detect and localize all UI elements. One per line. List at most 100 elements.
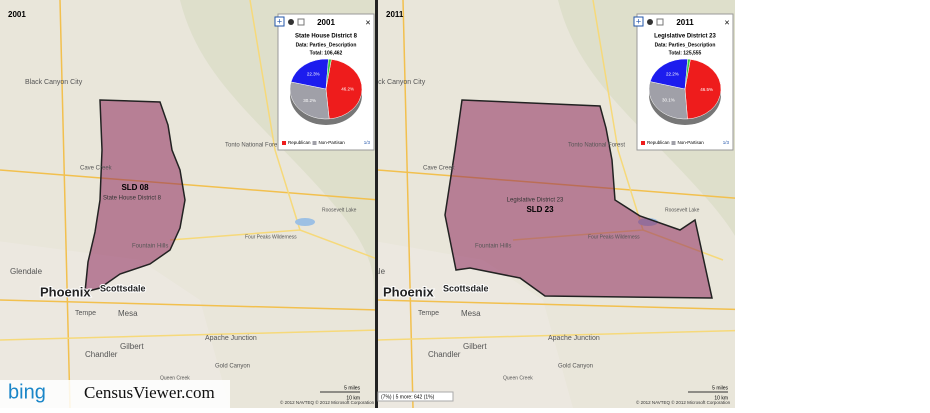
popup-heading: Legislative District 23 [654, 34, 716, 40]
pie-slice [290, 58, 329, 90]
legend-label: Non-Partisan [319, 140, 346, 145]
road [0, 299, 375, 311]
place-label: Gilbert [120, 342, 144, 351]
urban-area [378, 241, 573, 408]
bing-logo: bing [8, 381, 46, 403]
popup-total: Total: 125,555 [669, 50, 702, 56]
pie-slice [289, 81, 330, 120]
place-label: Gold Canyon [558, 364, 593, 370]
road [378, 299, 735, 311]
copyright: © 2012 NAVTEQ © 2012 Microsoft Corporati… [636, 399, 731, 405]
road [592, 0, 644, 231]
place-label: Gold Canyon [215, 364, 250, 370]
place-label: Glendale [10, 267, 43, 276]
clock-icon [647, 19, 653, 25]
road [0, 169, 375, 201]
popup-title: 2011 [676, 18, 694, 27]
place-label: Scottsdale [443, 283, 489, 293]
divider [375, 0, 378, 408]
place-label: Chandler [428, 350, 461, 359]
close-button[interactable]: × [365, 17, 370, 27]
scale-miles: 5 miles [712, 385, 728, 391]
zoom-icon: + [277, 16, 282, 26]
place-label: Tonto National Forest [568, 143, 625, 149]
chart-icon [297, 18, 305, 26]
legend-swatch [312, 141, 317, 145]
slice-label: 46.2% [341, 87, 354, 92]
clock-icon [288, 19, 294, 25]
road [249, 0, 301, 231]
pie-slice [684, 58, 691, 90]
road [402, 0, 414, 408]
slice-label: 22.3% [307, 72, 320, 77]
popup-heading: State House District 8 [295, 34, 358, 40]
place-label: Apache Junction [548, 335, 600, 342]
place-label: Chandler [85, 350, 118, 359]
copyright: © 2012 NAVTEQ © 2012 Microsoft Corporati… [280, 399, 375, 405]
popup-data: Data: Parties_Description [655, 42, 716, 48]
place-label: Four Peaks Wilderness [245, 234, 297, 240]
district-boundary [84, 99, 186, 294]
district-code: SLD 08 [121, 183, 149, 192]
legend-swatch [282, 141, 286, 145]
place-label: Four Peaks Wilderness [588, 234, 640, 240]
place-label: Tempe [418, 310, 439, 317]
chart-icon [656, 18, 664, 26]
lake [295, 218, 315, 226]
legend-label: Republican [288, 140, 311, 145]
district-name: Legislative District 23 [507, 198, 564, 204]
logo-area [0, 380, 230, 408]
zoom-icon: + [636, 16, 641, 26]
road [378, 329, 735, 341]
place-label: Queen Creek [503, 375, 533, 381]
place-label: Tonto National Forest [225, 143, 282, 149]
place-label: Cave Creek [80, 166, 113, 172]
legend-label: Republican [647, 140, 670, 145]
zoom-button [633, 16, 644, 27]
close-button[interactable]: × [724, 17, 729, 27]
place-label: Glendale [353, 267, 386, 276]
place-label: Fountain Hills [475, 244, 511, 250]
road [0, 329, 375, 341]
district-name: State House District 8 [103, 196, 162, 202]
legend-label: Non-Partisan [678, 140, 705, 145]
scale-km: 10 km [714, 395, 728, 401]
place-label: Tempe [75, 310, 96, 317]
zoom-button [274, 16, 285, 27]
slice-label: 30.1% [662, 98, 675, 103]
place-label: Phoenix [40, 284, 91, 299]
slice-label: 22.2% [666, 72, 679, 77]
legend-pager[interactable]: 1/3 [364, 140, 371, 145]
pie-slice [325, 59, 363, 120]
censusviewer-logo: CensusViewer.com [84, 383, 215, 402]
popup-total: Total: 106,462 [310, 50, 343, 56]
pie-slice [649, 58, 688, 90]
district-boundary [444, 99, 713, 299]
road [59, 0, 71, 408]
place-label: Gilbert [463, 342, 487, 351]
district-code: SLD 23 [526, 205, 554, 214]
year-label: 2011 [386, 10, 404, 19]
place-label: Apache Junction [205, 335, 257, 342]
place-label: Roosevelt Lake [665, 207, 700, 213]
legend-pager[interactable]: 1/3 [723, 140, 730, 145]
slice-label: 46.5% [700, 87, 713, 92]
place-label: Roosevelt Lake [322, 207, 357, 213]
pie-slice [325, 58, 332, 90]
place-label: Mesa [461, 309, 481, 318]
scale-miles: 5 miles [344, 385, 360, 391]
legend-swatch [641, 141, 645, 145]
urban-area [0, 241, 230, 408]
scale-km: 10 km [346, 395, 360, 401]
place-label: Mesa [118, 309, 138, 318]
pie-slice [648, 81, 688, 120]
place-label: Fountain Hills [132, 244, 168, 250]
year-label: 2001 [8, 10, 26, 19]
popup-data: Data: Parties_Description [296, 42, 357, 48]
place-label: Scottsdale [100, 283, 146, 293]
status-bar [377, 391, 454, 402]
place-label: Cave Creek [423, 166, 456, 172]
pie-slice [684, 59, 722, 120]
